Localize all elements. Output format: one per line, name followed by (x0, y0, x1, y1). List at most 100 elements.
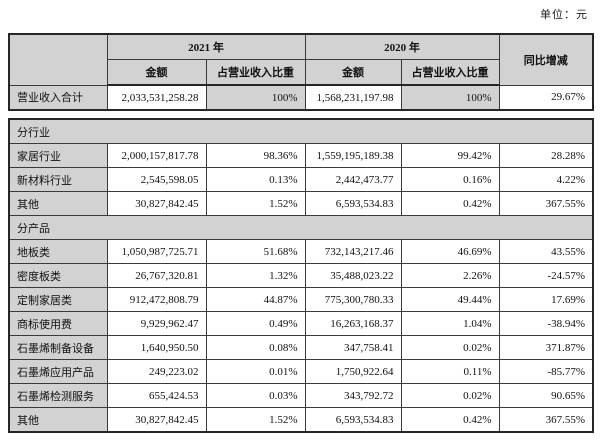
row-label: 新材料行业 (8, 167, 108, 192)
amount-2020-cell: 6,593,534.83 (304, 407, 402, 433)
share-2021-cell: 0.49% (205, 311, 306, 336)
row-label: 石墨烯制备设备 (8, 335, 108, 360)
amount-2020-cell: 6,593,534.83 (304, 191, 402, 216)
yoy-cell: 43.55% (498, 239, 594, 264)
header-share-2021: 占营业收入比重 (205, 59, 306, 86)
header-yoy: 同比增减 (498, 33, 594, 86)
share-2020-cell: 0.02% (400, 335, 500, 360)
share-2021-cell: 1.32% (205, 263, 306, 288)
share-2021-cell: 51.68% (205, 239, 306, 264)
share-2021-cell: 1.52% (205, 407, 306, 433)
yoy-cell: 29.67% (498, 84, 594, 111)
amount-2020-cell: 1,750,922.64 (304, 359, 402, 384)
amount-2021-cell: 655,424.53 (106, 383, 207, 408)
yoy-cell: -24.57% (498, 263, 594, 288)
share-2021-cell: 100% (205, 84, 306, 111)
header-amount-2020: 金额 (304, 59, 402, 86)
row-label: 商标使用费 (8, 311, 108, 336)
table-row: 新材料行业 2,545,598.05 0.13% 2,442,473.77 0.… (8, 167, 594, 192)
amount-2020-cell: 35,488,023.22 (304, 263, 402, 288)
share-2021-cell: 0.01% (205, 359, 306, 384)
header-row-measures: 金额 占营业收入比重 金额 占营业收入比重 (9, 59, 593, 86)
row-label: 地板类 (8, 239, 108, 264)
yoy-cell: 367.55% (498, 191, 594, 216)
row-label: 石墨烯应用产品 (8, 359, 108, 384)
row-label: 密度板类 (8, 263, 108, 288)
share-2020-cell: 0.02% (400, 383, 500, 408)
row-label: 石墨烯检测服务 (8, 383, 108, 408)
table-row: 石墨烯应用产品 249,223.02 0.01% 1,750,922.64 0.… (8, 359, 594, 384)
amount-2021-cell: 249,223.02 (106, 359, 207, 384)
section-title: 分产品 (8, 215, 594, 240)
yoy-cell: 4.22% (498, 167, 594, 192)
share-2020-cell: 0.11% (400, 359, 500, 384)
table-row-total-revenue: 营业收入合计 2,033,531,258.28 100% 1,568,231,1… (8, 84, 594, 111)
yoy-cell: 367.55% (498, 407, 594, 433)
share-2020-cell: 49.44% (400, 287, 500, 312)
row-label: 其他 (8, 191, 108, 216)
yoy-cell: 17.69% (498, 287, 594, 312)
share-2020-cell: 1.04% (400, 311, 500, 336)
table-row: 地板类 1,050,987,725.71 51.68% 732,143,217.… (8, 239, 594, 264)
revenue-breakdown-table: 分行业 家居行业 2,000,157,817.78 98.36% 1,559,1… (8, 118, 595, 433)
row-label: 其他 (8, 407, 108, 433)
table-row: 商标使用费 9,929,962.47 0.49% 16,263,168.37 1… (8, 311, 594, 336)
share-2021-cell: 0.08% (205, 335, 306, 360)
amount-2020-cell: 732,143,217.46 (304, 239, 402, 264)
amount-2021-cell: 9,929,962.47 (106, 311, 207, 336)
share-2020-cell: 0.42% (400, 407, 500, 433)
yoy-cell: 28.28% (498, 143, 594, 168)
share-2020-cell: 2.26% (400, 263, 500, 288)
table-row: 石墨烯检测服务 655,424.53 0.03% 343,792.72 0.02… (8, 383, 594, 408)
header-share-2020: 占营业收入比重 (400, 59, 500, 86)
amount-2020-cell: 343,792.72 (304, 383, 402, 408)
amount-2020-cell: 1,559,195,189.38 (304, 143, 402, 168)
amount-2020-cell: 16,263,168.37 (304, 311, 402, 336)
share-2020-cell: 99.42% (400, 143, 500, 168)
revenue-summary-table: 2021 年 2020 年 同比增减 金额 占营业收入比重 金额 占营业收入比重… (8, 33, 594, 111)
row-label: 家居行业 (8, 143, 108, 168)
table-row: 密度板类 26,767,320.81 1.32% 35,488,023.22 2… (8, 263, 594, 288)
amount-2021-cell: 30,827,842.45 (106, 191, 207, 216)
yoy-cell: 371.87% (498, 335, 594, 360)
share-2020-cell: 46.69% (400, 239, 500, 264)
share-2021-cell: 0.03% (205, 383, 306, 408)
row-label: 定制家居类 (8, 287, 108, 312)
amount-2021-cell: 1,050,987,725.71 (106, 239, 207, 264)
amount-2020-cell: 775,300,780.33 (304, 287, 402, 312)
share-2021-cell: 98.36% (205, 143, 306, 168)
amount-2020-cell: 347,758.41 (304, 335, 402, 360)
header-year-2020: 2020 年 (304, 33, 500, 60)
unit-label: 单位：元 (540, 9, 588, 21)
table-row: 其他 30,827,842.45 1.52% 6,593,534.83 0.42… (8, 191, 594, 216)
share-2020-cell: 0.16% (400, 167, 500, 192)
section-row-industry: 分行业 (8, 118, 594, 144)
amount-2021-cell: 2,033,531,258.28 (106, 84, 207, 111)
yoy-cell: 90.65% (498, 383, 594, 408)
amount-2021-cell: 2,545,598.05 (106, 167, 207, 192)
section-title: 分行业 (8, 118, 594, 144)
share-2021-cell: 1.52% (205, 191, 306, 216)
amount-2021-cell: 2,000,157,817.78 (106, 143, 207, 168)
header-amount-2021: 金额 (106, 59, 207, 86)
yoy-cell: -85.77% (498, 359, 594, 384)
amount-2021-cell: 1,640,950.50 (106, 335, 207, 360)
header-blank-cell (8, 33, 108, 86)
amount-2020-cell: 1,568,231,197.98 (304, 84, 402, 111)
amount-2021-cell: 26,767,320.81 (106, 263, 207, 288)
header-year-2021: 2021 年 (106, 33, 306, 60)
section-row-product: 分产品 (8, 215, 594, 240)
share-2021-cell: 0.13% (205, 167, 306, 192)
share-2020-cell: 100% (400, 84, 500, 111)
share-2021-cell: 44.87% (205, 287, 306, 312)
table-row: 其他 30,827,842.45 1.52% 6,593,534.83 0.42… (8, 407, 594, 433)
header-row-years: 2021 年 2020 年 同比增减 (8, 33, 594, 86)
share-2020-cell: 0.42% (400, 191, 500, 216)
amount-2020-cell: 2,442,473.77 (304, 167, 402, 192)
yoy-cell: -38.94% (498, 311, 594, 336)
row-label: 营业收入合计 (8, 84, 108, 111)
amount-2021-cell: 912,472,808.79 (106, 287, 207, 312)
table-row: 定制家居类 912,472,808.79 44.87% 775,300,780.… (8, 287, 594, 312)
table-row: 石墨烯制备设备 1,640,950.50 0.08% 347,758.41 0.… (8, 335, 594, 360)
amount-2021-cell: 30,827,842.45 (106, 407, 207, 433)
